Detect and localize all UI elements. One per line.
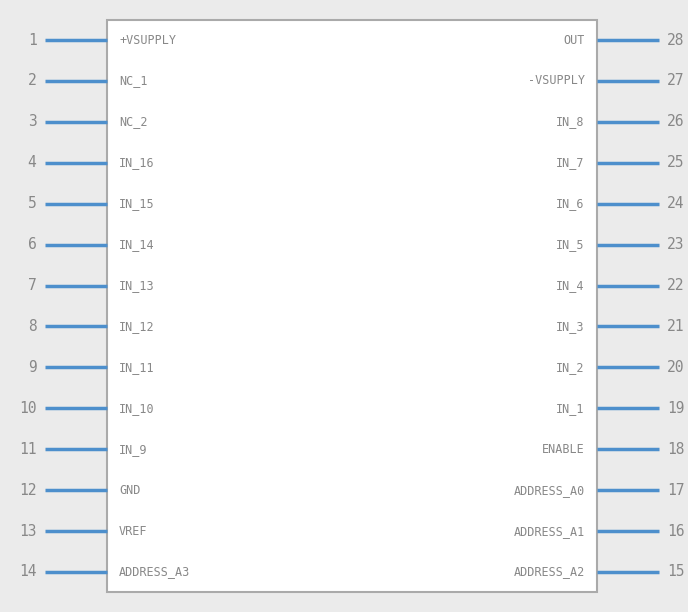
Text: IN_7: IN_7 (557, 156, 585, 170)
Text: 3: 3 (28, 114, 36, 129)
Text: 19: 19 (667, 401, 685, 416)
Text: IN_9: IN_9 (119, 442, 147, 456)
Text: ADDRESS_A1: ADDRESS_A1 (513, 524, 585, 537)
Text: IN_4: IN_4 (557, 279, 585, 292)
Text: 7: 7 (28, 278, 36, 293)
Text: 6: 6 (28, 237, 36, 252)
Text: 8: 8 (28, 319, 36, 334)
Text: ENABLE: ENABLE (542, 442, 585, 456)
Text: 4: 4 (28, 155, 36, 170)
Text: IN_3: IN_3 (557, 320, 585, 333)
Text: 23: 23 (667, 237, 685, 252)
Text: IN_11: IN_11 (119, 361, 155, 374)
Text: 24: 24 (667, 196, 685, 211)
Text: IN_2: IN_2 (557, 361, 585, 374)
Text: VREF: VREF (119, 524, 147, 537)
Text: 12: 12 (19, 483, 36, 498)
Text: 27: 27 (667, 73, 685, 89)
Text: IN_12: IN_12 (119, 320, 155, 333)
Text: 18: 18 (667, 442, 685, 457)
Text: 13: 13 (19, 523, 36, 539)
Text: 9: 9 (28, 360, 36, 375)
Text: 14: 14 (19, 564, 36, 580)
Text: IN_6: IN_6 (557, 197, 585, 210)
Text: 15: 15 (667, 564, 685, 580)
Text: NC_1: NC_1 (119, 75, 147, 88)
Text: ADDRESS_A2: ADDRESS_A2 (513, 565, 585, 578)
Text: 1: 1 (28, 32, 36, 48)
Text: IN_14: IN_14 (119, 238, 155, 251)
Text: IN_15: IN_15 (119, 197, 155, 210)
Text: 28: 28 (667, 32, 685, 48)
Text: 10: 10 (19, 401, 36, 416)
Text: GND: GND (119, 483, 140, 496)
Bar (107, 20, 597, 592)
Text: 17: 17 (667, 483, 685, 498)
Text: IN_8: IN_8 (557, 116, 585, 129)
Text: ADDRESS_A0: ADDRESS_A0 (513, 483, 585, 496)
Text: IN_16: IN_16 (119, 156, 155, 170)
Text: 26: 26 (667, 114, 685, 129)
Text: 11: 11 (19, 442, 36, 457)
Text: 5: 5 (28, 196, 36, 211)
Text: NC_2: NC_2 (119, 116, 147, 129)
Text: +VSUPPLY: +VSUPPLY (119, 34, 176, 47)
Text: ADDRESS_A3: ADDRESS_A3 (119, 565, 191, 578)
Text: IN_13: IN_13 (119, 279, 155, 292)
Text: IN_5: IN_5 (557, 238, 585, 251)
Text: 25: 25 (667, 155, 685, 170)
Text: 22: 22 (667, 278, 685, 293)
Text: IN_1: IN_1 (557, 402, 585, 415)
Text: 20: 20 (667, 360, 685, 375)
Text: 16: 16 (667, 523, 685, 539)
Text: OUT: OUT (563, 34, 585, 47)
Text: 2: 2 (28, 73, 36, 89)
Text: IN_10: IN_10 (119, 402, 155, 415)
Text: -VSUPPLY: -VSUPPLY (528, 75, 585, 88)
Text: 21: 21 (667, 319, 685, 334)
